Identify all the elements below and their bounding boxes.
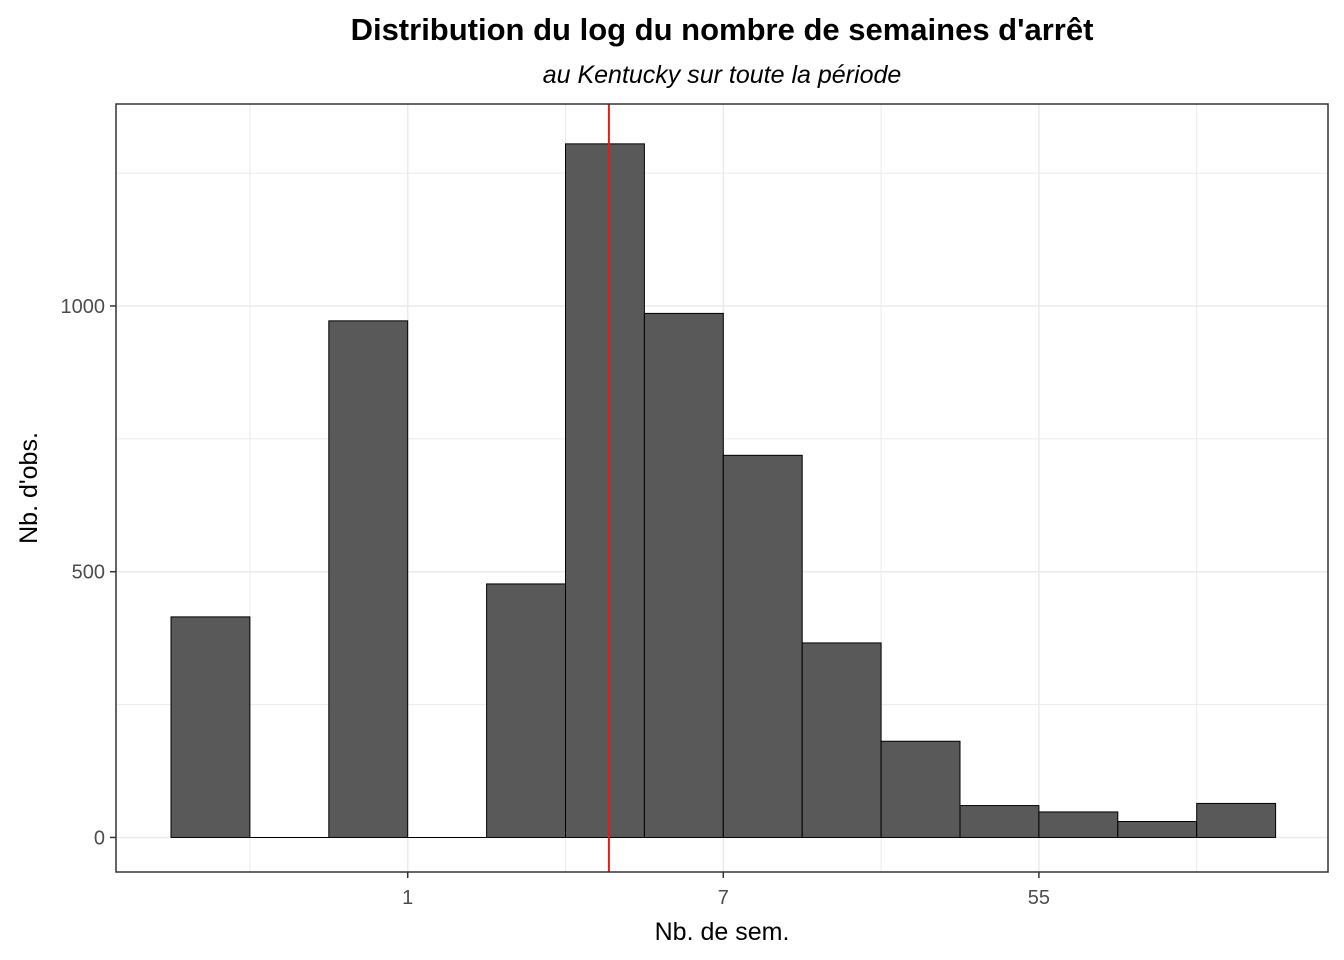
y-tick-label: 0 [94,827,105,849]
histogram-bar [722,454,803,838]
histogram-bar [880,740,961,838]
histogram-bar [328,320,409,838]
x-tick-label: 55 [1028,887,1050,909]
x-tick-label: 1 [402,887,413,909]
y-axis-title: Nb. d'obs. [15,432,43,544]
histogram-bar [170,616,251,838]
histogram-bar [565,143,645,838]
y-tick-label: 500 [72,562,105,584]
x-axis-ticks: 1 7 55 [402,872,1050,909]
y-tick-label: 1000 [61,296,106,318]
histogram-bar [959,805,1040,838]
chart-subtitle: au Kentucky sur toute la période [543,61,902,89]
histogram-bar [643,312,724,838]
x-tick-label: 7 [718,887,729,909]
histogram-bar [801,642,882,838]
x-axis-title: Nb. de sem. [655,918,790,946]
panel-border [115,103,1329,873]
histogram-bar [1196,802,1277,838]
histogram-bar [486,583,567,838]
y-axis-ticks: 0 500 1000 [61,296,116,849]
histogram-bar [1038,811,1119,838]
histogram-bars [170,143,1277,838]
histogram-bar [1117,821,1198,838]
chart-title: Distribution du log du nombre de semaine… [351,12,1094,47]
